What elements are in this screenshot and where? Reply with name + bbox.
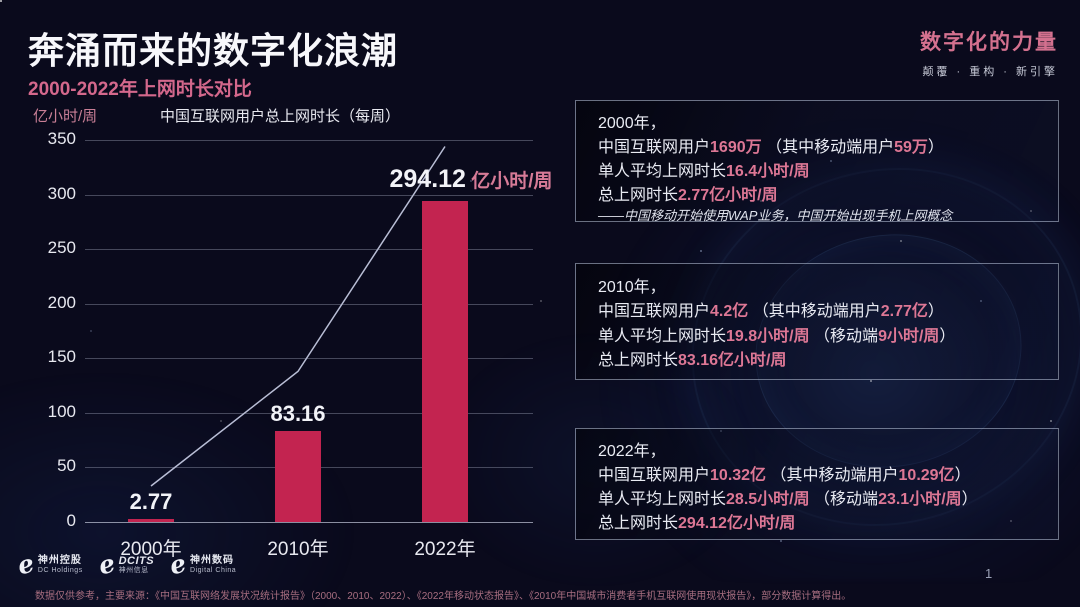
logo-name: DCITS	[118, 554, 155, 567]
x-tick-label: 2022年	[414, 539, 476, 560]
gridline	[85, 303, 533, 305]
highlight-value: 2.77亿小时/周	[678, 187, 778, 204]
highlight-value: 59万	[894, 139, 928, 156]
bar-2010年	[275, 431, 321, 522]
logo-subtitle: DC Holdings	[37, 566, 83, 574]
info-box-2022年: 2022年， 中国互联网用户10.32亿 （其中移动端用户10.29亿） 单人平均…	[575, 428, 1059, 540]
highlight-value: 1690万	[710, 139, 762, 156]
bar-2022年	[422, 201, 468, 522]
y-tick-label: 300	[47, 183, 76, 203]
logo-digital-china: e 神州数码 Digital China	[166, 548, 237, 581]
slide-title: 奔涌而来的数字化浪潮	[28, 30, 399, 71]
info-box-2010年: 2010年， 中国互联网用户4.2亿 （其中移动端用户2.77亿） 单人平均上网时…	[575, 263, 1059, 380]
bar-value: 294.12	[389, 165, 466, 193]
y-tick-label: 150	[47, 347, 76, 367]
highlight-value: 4.2亿	[710, 303, 749, 321]
gridline	[85, 358, 533, 360]
y-tick-label: 100	[47, 401, 76, 421]
highlight-value: 28.5小时/周	[726, 491, 810, 508]
page-number: 1	[985, 566, 993, 581]
highlight-value: 19.8小时/周	[726, 327, 810, 345]
highlight-value: 16.4小时/周	[726, 163, 810, 180]
logo-subtitle: Digital China	[190, 566, 237, 574]
highlight-value: 9小时/周	[878, 327, 940, 345]
info-box-line: 总上网时长294.12亿小时/周	[598, 515, 796, 532]
highlight-value: 23.1小时/周	[878, 491, 962, 508]
slide-subtitle: 2000-2022年上网时长对比	[28, 79, 252, 100]
x-tick-label: 2000年	[120, 539, 182, 560]
brand-block: 数字化的力量 颠覆 · 重构 · 新引擎	[920, 26, 1058, 79]
y-tick-label: 50	[57, 456, 76, 476]
y-tick-label: 0	[66, 511, 76, 530]
chart-title: 中国互联网用户总上网时长（每周）	[159, 108, 400, 125]
highlight-value: 294.12亿小时/周	[678, 515, 796, 532]
info-box-line: 单人平均上网时长28.5小时/周 （移动端23.1小时/周）	[598, 491, 978, 508]
logo-name: 神州控股	[37, 555, 82, 567]
gridline	[85, 249, 533, 251]
gridline	[85, 194, 533, 196]
info-box-note: ——中国移动开始使用WAP业务，中国开始出现手机上网概念	[598, 208, 953, 223]
swirl-e-icon: e	[95, 548, 118, 581]
info-box-year: 2000年，	[598, 115, 666, 132]
info-box-2000年: 2000年， 中国互联网用户1690万 （其中移动端用户59万） 单人平均上网时长…	[575, 100, 1059, 223]
x-tick-label: 2010年	[267, 539, 329, 560]
gridline	[85, 412, 533, 414]
info-box-line: 单人平均上网时长19.8小时/周 （移动端9小时/周）	[598, 327, 956, 345]
highlight-value: 10.32亿	[710, 467, 767, 484]
bar-value-unit: 亿小时/周	[465, 171, 553, 192]
logo-dc-holdings: e 神州控股 DC Holdings	[14, 548, 83, 581]
highlight-value: 83.16亿小时/周	[678, 352, 787, 370]
info-box-year: 2010年，	[598, 278, 666, 296]
info-box-line: 总上网时长83.16亿小时/周	[598, 352, 787, 370]
data-source-footnote: 数据仅供参考，主要来源：《中国互联网络发展状况统计报告》（2000、2010、2…	[35, 591, 852, 602]
info-box-line: 单人平均上网时长16.4小时/周	[598, 163, 810, 180]
y-tick-label: 350	[47, 129, 76, 148]
footer-logos: e 神州控股 DC Holdings e DCITS 神州信息 e 神州数码 D…	[14, 548, 237, 581]
brand-title: 数字化的力量	[920, 31, 1058, 54]
gridline	[85, 140, 533, 141]
logo-name: 神州数码	[190, 555, 235, 567]
bar-2000年	[128, 519, 174, 522]
bar-value: 2.77	[129, 489, 173, 514]
bar-value-label: 294.12 亿小时/周	[389, 165, 552, 194]
y-axis-unit-label: 亿小时/周	[33, 108, 98, 125]
logo-dcits: e DCITS 神州信息	[95, 548, 155, 581]
info-box-line: 中国互联网用户10.32亿 （其中移动端用户10.29亿）	[598, 467, 971, 484]
info-box-line: 中国互联网用户4.2亿 （其中移动端用户2.77亿）	[598, 303, 944, 321]
brand-tagline: 颠覆 · 重构 · 新引擎	[922, 66, 1058, 78]
logo-subtitle: 神州信息	[118, 567, 149, 575]
swirl-e-icon: e	[166, 548, 190, 581]
bar-value: 83.16	[270, 401, 326, 426]
swirl-e-icon: e	[14, 548, 38, 581]
highlight-value: 2.77亿	[880, 303, 928, 321]
info-box-year: 2022年，	[598, 443, 666, 460]
highlight-value: 10.29亿	[898, 467, 955, 484]
bar-value-label: 83.16	[270, 401, 325, 427]
y-tick-label: 250	[47, 238, 76, 258]
x-axis-line	[85, 522, 533, 523]
y-tick-label: 200	[47, 292, 76, 312]
info-box-line: 总上网时长2.77亿小时/周	[598, 187, 778, 204]
info-box-line: 中国互联网用户1690万 （其中移动端用户59万）	[598, 139, 944, 156]
bar-value-label: 2.77	[130, 489, 173, 515]
